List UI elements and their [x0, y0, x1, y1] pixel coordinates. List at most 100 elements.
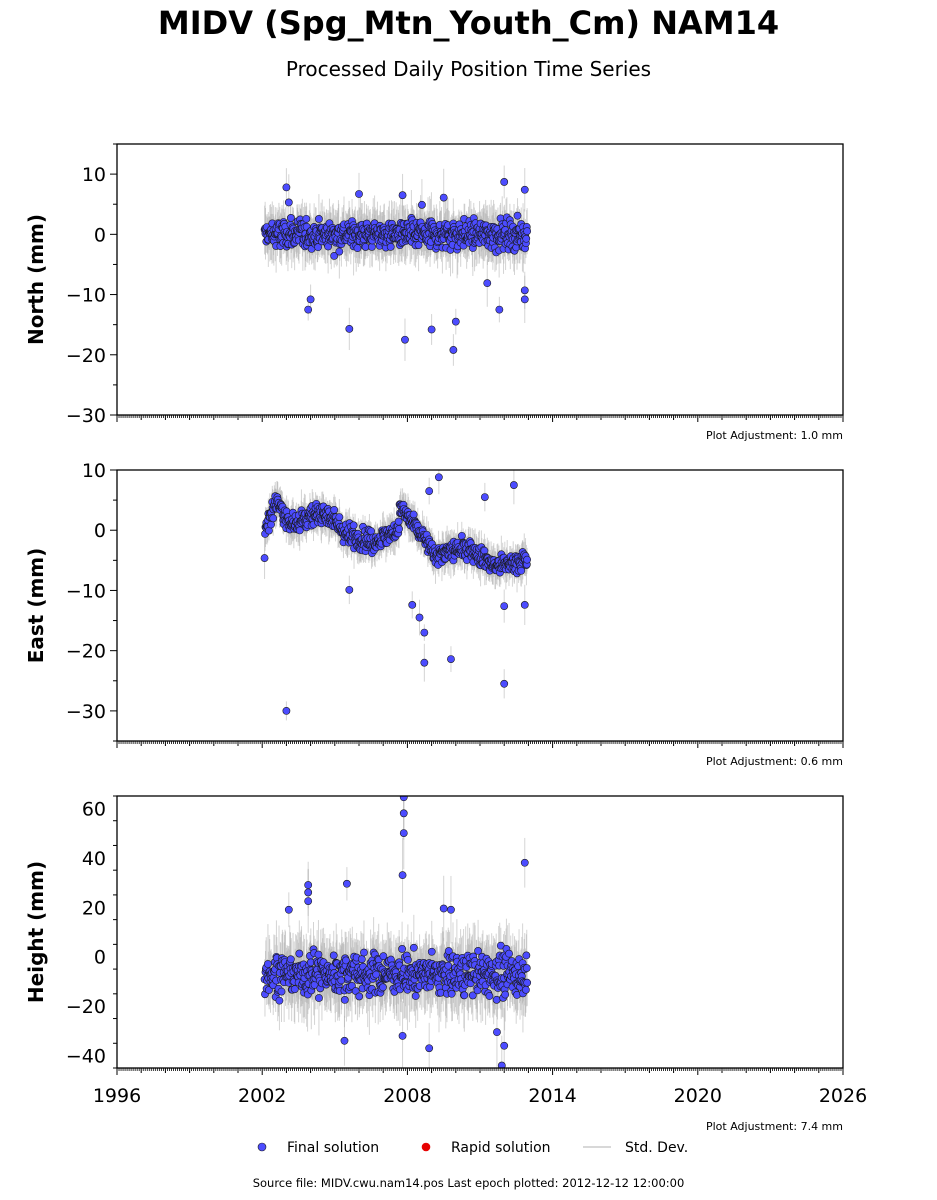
data-point: [485, 992, 494, 1000]
data-point: [314, 215, 323, 223]
y-tick-label: −30: [66, 405, 106, 427]
y-tick-label: 10: [82, 460, 106, 482]
data-point: [329, 951, 338, 960]
data-point: [351, 987, 360, 995]
data-point: [398, 191, 407, 200]
data-point: [304, 881, 313, 889]
data-point: [342, 879, 351, 888]
x-tick-label: 2014: [528, 1085, 576, 1107]
y-axis-label: North (mm): [24, 214, 48, 345]
plot-adjustment-note: Plot Adjustment: 7.4 mm: [706, 1120, 843, 1133]
data-point: [340, 1036, 349, 1045]
y-tick-label: 0: [94, 224, 106, 246]
data-point: [277, 987, 286, 996]
data-point: [497, 1061, 506, 1068]
data-point: [394, 517, 403, 526]
data-point: [264, 960, 272, 968]
data-point: [427, 325, 436, 334]
data-point: [415, 613, 424, 622]
data-point: [295, 949, 304, 958]
data-point: [403, 955, 412, 964]
data-layer: [260, 796, 532, 1068]
data-point: [444, 961, 453, 970]
data-point: [473, 986, 482, 995]
plot-adjustment-note: Plot Adjustment: 1.0 mm: [706, 429, 843, 442]
data-point: [304, 888, 313, 897]
data-point: [345, 324, 354, 333]
data-point: [411, 992, 420, 1000]
data-point: [414, 241, 423, 249]
panel-height: 60 40 20 0 −20 −40 1996 2002 2008 2014 2020 2026 Hei…: [24, 795, 867, 1133]
legend: Final solution Rapid solution Std. Dev.: [257, 1140, 688, 1156]
x-tick-label: 1996: [93, 1085, 141, 1107]
y-tick-label: −20: [66, 996, 106, 1018]
y-tick-label: 0: [94, 947, 106, 969]
data-point: [451, 317, 460, 326]
data-point: [395, 525, 403, 533]
y-tick-label: −20: [66, 345, 106, 367]
data-point: [520, 600, 529, 609]
data-point: [500, 178, 509, 186]
data-point: [286, 955, 295, 964]
y-tick-label: −40: [66, 1046, 106, 1068]
data-point: [520, 295, 529, 304]
data-point: [284, 198, 293, 207]
data-point: [500, 1041, 509, 1050]
data-point: [513, 211, 522, 220]
data-point: [501, 990, 510, 999]
data-point: [349, 521, 358, 530]
data-point: [284, 905, 293, 914]
data-point: [360, 948, 368, 957]
data-point: [306, 295, 315, 304]
data-point: [401, 335, 409, 344]
legend-label: Std. Dev.: [625, 1140, 688, 1156]
axes-frame: [116, 795, 844, 1069]
data-point: [398, 1031, 407, 1040]
data-point: [355, 190, 363, 198]
legend-item: Final solution: [257, 1140, 379, 1156]
x-tick-label: 2008: [383, 1085, 431, 1107]
data-point: [449, 346, 458, 354]
data-point: [269, 514, 278, 523]
data-point: [439, 193, 448, 202]
legend-item: Std. Dev.: [583, 1140, 688, 1156]
data-point: [399, 796, 408, 802]
data-point: [355, 992, 364, 1001]
data-point: [386, 242, 395, 251]
data-point: [520, 286, 529, 295]
data-point: [522, 951, 531, 960]
axes-frame: [116, 469, 844, 742]
data-point: [314, 950, 323, 959]
data-point: [520, 858, 529, 867]
y-tick-label: −20: [66, 641, 106, 663]
y-tick-label: 40: [82, 848, 106, 870]
data-point: [399, 829, 408, 837]
y-tick-label: −10: [66, 285, 106, 307]
legend-label: Final solution: [287, 1140, 379, 1156]
data-point: [520, 185, 529, 194]
y-axis-label: Height (mm): [24, 861, 48, 1003]
data-layer: [260, 165, 532, 366]
data-point: [457, 531, 466, 540]
data-point: [295, 526, 304, 535]
legend-marker-icon: [421, 1142, 431, 1152]
data-point: [398, 945, 407, 953]
data-point: [342, 956, 350, 965]
data-point: [523, 978, 532, 987]
data-point: [474, 946, 482, 955]
data-point: [398, 871, 407, 880]
data-point: [330, 251, 339, 260]
legend-marker-icon: [257, 1142, 267, 1152]
x-tick-label: 2026: [819, 1085, 867, 1107]
data-point: [509, 481, 518, 489]
data-point: [420, 658, 429, 667]
data-point: [480, 546, 489, 555]
data-point: [447, 655, 455, 663]
data-point: [282, 183, 291, 192]
data-layer: [260, 470, 532, 721]
x-tick-label: 2002: [238, 1085, 286, 1107]
y-axis-label: East (mm): [24, 548, 48, 664]
page-subtitle: Processed Daily Position Time Series: [285, 57, 652, 81]
y-tick-label: 0: [94, 520, 106, 542]
